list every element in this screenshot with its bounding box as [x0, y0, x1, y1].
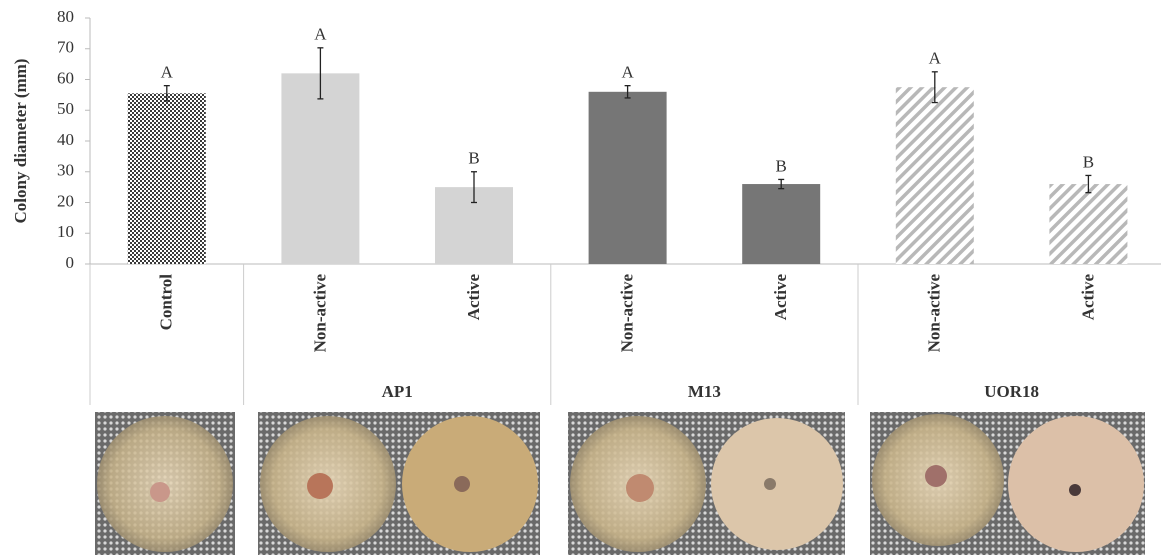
y-tick-label: 20	[57, 191, 74, 210]
x-tick-label: Non-active	[925, 274, 944, 353]
y-tick-label: 0	[66, 253, 75, 272]
bar	[896, 87, 974, 264]
y-tick-label: 10	[57, 222, 74, 241]
group-label: AP1	[382, 382, 413, 401]
x-tick-label: Active	[771, 274, 790, 321]
y-tick-label: 30	[57, 161, 74, 180]
significance-letter: B	[468, 149, 479, 168]
y-tick-label: 50	[57, 99, 74, 118]
bar	[1049, 184, 1127, 264]
bar	[281, 73, 359, 264]
y-axis-title: Colony diameter (mm)	[11, 59, 30, 224]
y-tick-label: 70	[57, 38, 74, 57]
group-label: M13	[688, 382, 721, 401]
significance-letter: B	[776, 156, 787, 175]
x-tick-label: Non-active	[618, 274, 637, 353]
bar	[589, 92, 667, 264]
significance-letter: A	[161, 63, 174, 82]
x-tick-label: Active	[464, 274, 483, 321]
bar	[128, 93, 206, 264]
significance-letter: B	[1083, 152, 1094, 171]
photos	[95, 412, 1145, 555]
x-tick-label: Non-active	[310, 274, 329, 353]
group-label: UOR18	[984, 382, 1039, 401]
x-tick-label: Control	[157, 274, 176, 331]
y-tick-label: 60	[57, 68, 74, 87]
bar	[742, 184, 820, 264]
significance-letter: A	[621, 63, 634, 82]
significance-letter: A	[314, 25, 327, 44]
x-tick-label: Active	[1078, 274, 1097, 321]
chart: Colony diameter (mm) 0 10 20 30 40 50 60 70 80 A C…	[0, 0, 1161, 555]
y-tick-label: 40	[57, 130, 74, 149]
significance-letter: A	[929, 49, 942, 68]
y-tick-label: 80	[57, 7, 74, 26]
